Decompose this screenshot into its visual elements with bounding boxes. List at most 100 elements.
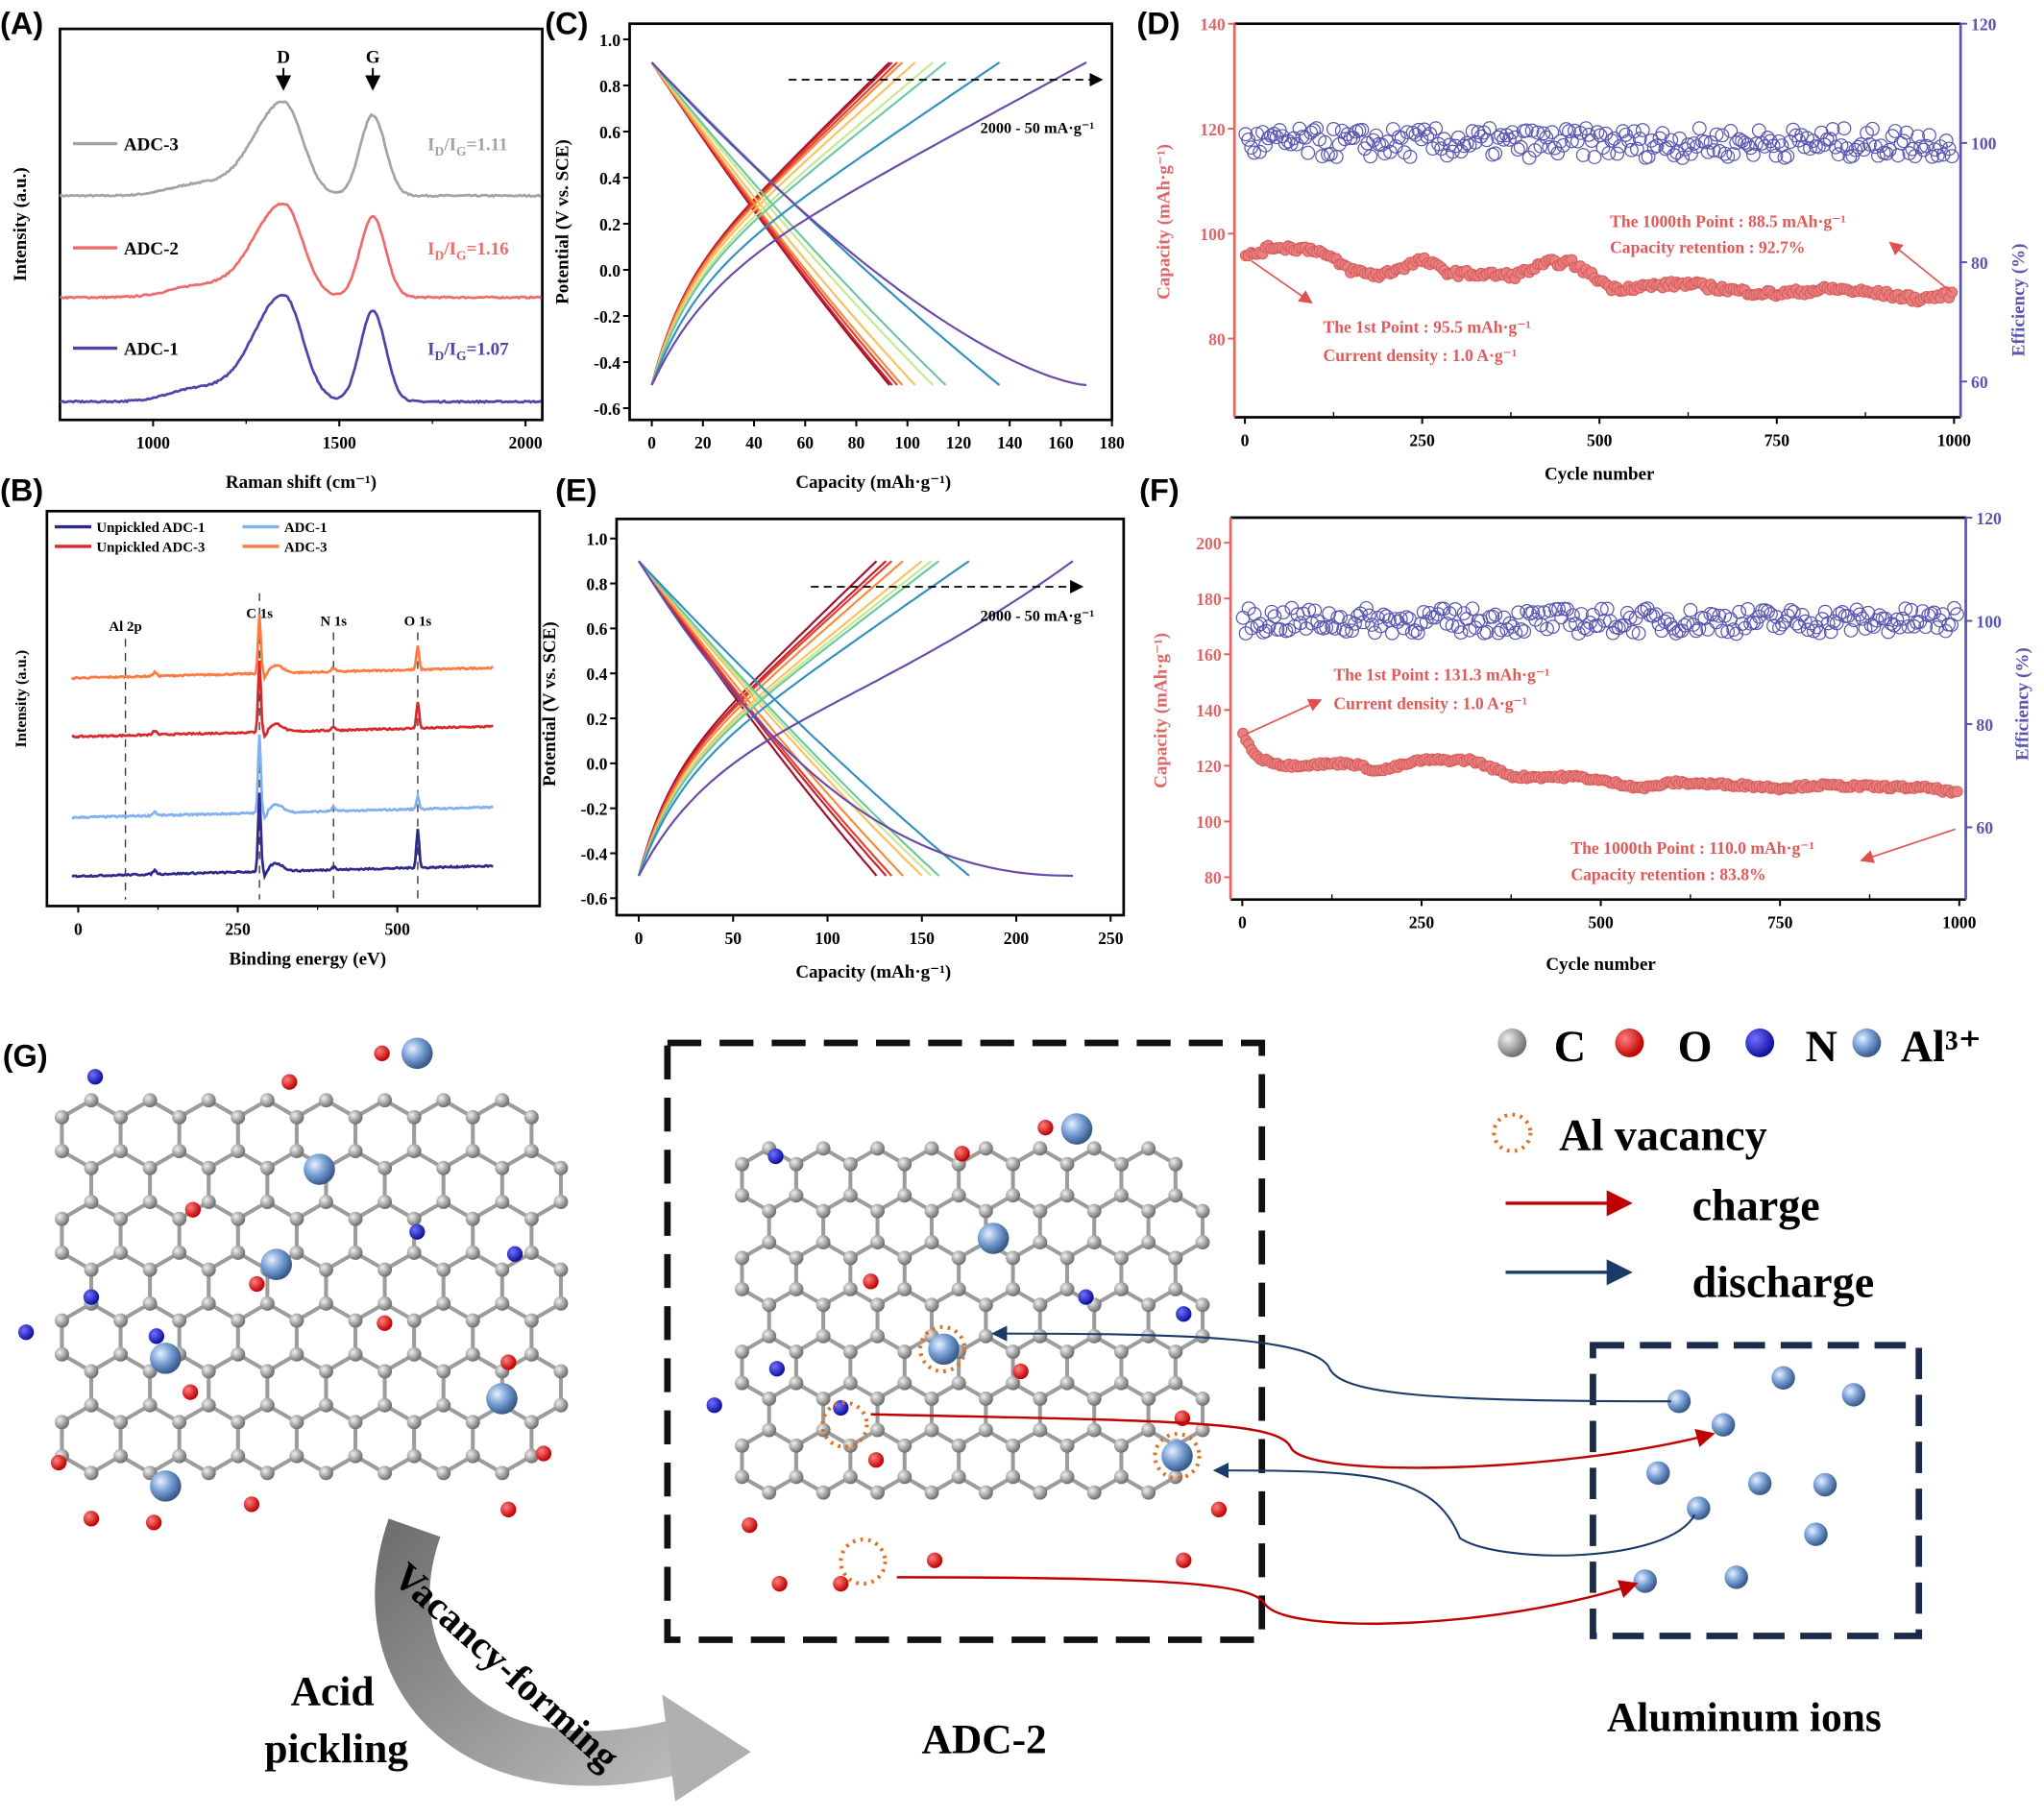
carbon-atom (113, 1346, 129, 1362)
peak-label: C 1s (246, 607, 273, 622)
current-density-annotation: Current density : 1.0 A·g⁻¹ (1333, 694, 1527, 714)
carbon-atom (113, 1211, 129, 1226)
x-tick-label: 200 (1004, 929, 1030, 948)
efficiency-point (1904, 602, 1919, 617)
carbon-atom (789, 1438, 804, 1453)
carbon-atom (1113, 1438, 1129, 1453)
carbon-atom (870, 1422, 886, 1438)
y-tick-label: -0.4 (581, 844, 608, 863)
charge-curve (637, 560, 933, 877)
efficiency-point (1817, 604, 1833, 619)
carbon-atom (553, 1160, 569, 1175)
efficiency-point (1565, 133, 1579, 149)
carbon-atom (924, 1235, 939, 1250)
efficiency-point (1525, 605, 1541, 620)
carbon-atom (348, 1109, 363, 1125)
efficiency-point (1255, 624, 1271, 640)
efficiency-point (1387, 612, 1402, 627)
efficiency-point (1402, 149, 1418, 164)
carbon-atom (523, 1313, 539, 1328)
y-tick-label: 0.2 (586, 710, 607, 729)
efficiency-point (1539, 130, 1554, 145)
carbon-atom (924, 1297, 939, 1313)
aluminum-ion (1687, 1496, 1711, 1520)
efficiency-point (1420, 129, 1435, 144)
legend-atom-label: O (1678, 1022, 1713, 1071)
gcd-panel-e: 0 50 100 150 200 250 -0.6 -0.4 -0.2 0.0 0.2 0.4 0.6 0… (540, 518, 1126, 982)
oxygen-atom (954, 1146, 970, 1162)
carbon-atom (436, 1093, 451, 1108)
efficiency-axis-label: Efficiency (%) (2009, 244, 2030, 357)
efficiency-point (1413, 617, 1428, 631)
efficiency-point (1536, 126, 1551, 141)
carbon-atom (735, 1188, 749, 1203)
carbon-atom (523, 1415, 539, 1430)
legend-label: ADC-2 (124, 239, 179, 259)
efficiency-point (1916, 142, 1932, 157)
x-tick-label: 250 (225, 919, 251, 938)
y-tick-label: 160 (1196, 645, 1222, 665)
x-tick-label: 1000 (1942, 913, 1976, 932)
efficiency-point (1715, 128, 1730, 143)
cycling-panel-d: 0 250 500 750 1000 80 100 120 140 60 80 100 120 Cycle… (1154, 14, 2029, 484)
carbon-atom (377, 1195, 393, 1209)
carbon-atom (789, 1375, 804, 1391)
nitrogen-atom (767, 1148, 784, 1165)
efficiency-point (1706, 143, 1721, 157)
carbon-atom (259, 1465, 275, 1481)
al-vacancy (1153, 1432, 1202, 1481)
efficiency-point (1258, 623, 1274, 639)
carbon-atom (84, 1364, 99, 1379)
carbon-atom (553, 1397, 569, 1413)
legend-atom-label: C (1554, 1022, 1586, 1071)
al-vacancy (820, 1400, 869, 1449)
carbon-atom (495, 1295, 510, 1311)
ratio-part: /I (443, 239, 456, 259)
efficiency-point (1925, 149, 1939, 164)
carbon-atom (348, 1246, 363, 1260)
efficiency-point (1488, 607, 1503, 622)
oxygen-atom (1210, 1501, 1228, 1517)
aluminum-ion (1161, 1440, 1193, 1472)
efficiency-point (1873, 138, 1888, 154)
efficiency-point (1930, 620, 1945, 635)
efficiency-point (1524, 123, 1540, 138)
carbon-atom (319, 1093, 333, 1108)
carbon-atom (924, 1392, 939, 1406)
carbon-atom (1168, 1188, 1183, 1203)
efficiency-point (1594, 601, 1609, 617)
efficiency-point (1528, 612, 1544, 627)
carbon-atom (1006, 1375, 1021, 1391)
x-tick-label: 0 (647, 433, 656, 452)
carbon-atom (113, 1144, 129, 1159)
carbon-atom (735, 1282, 749, 1296)
carbon-atom (1059, 1156, 1075, 1172)
carbon-atom (523, 1346, 539, 1362)
efficiency-point (1385, 122, 1400, 136)
y-tick-label: -0.2 (594, 307, 620, 327)
efficiency-point (1537, 605, 1552, 620)
cycling-panel-f: 0 250 500 750 1000 80 100 120 140 160 180 200 60 80 10… (1152, 509, 2033, 975)
carbon-atom (978, 1392, 993, 1406)
efficiency-point (1301, 145, 1316, 160)
efficiency-point (1557, 601, 1571, 617)
carbon-atom (789, 1250, 804, 1266)
carbon-atom (1113, 1375, 1129, 1391)
efficiency-point (1751, 123, 1766, 138)
efficiency-point (1843, 622, 1859, 638)
carbon-atom (978, 1203, 993, 1219)
efficiency-point (1706, 607, 1721, 622)
y-tick-label: 100 (1196, 812, 1222, 832)
efficiency-point (1829, 616, 1844, 631)
carbon-atom (735, 1344, 749, 1360)
efficiency-point (1918, 619, 1934, 635)
y-tick-label: 0.6 (599, 123, 620, 142)
efficiency-point (1448, 138, 1463, 154)
carbon-atom (1141, 1203, 1156, 1219)
efficiency-point (1812, 625, 1827, 641)
y-tick-label: 120 (1196, 757, 1222, 776)
efficiency-point (1635, 123, 1650, 137)
efficiency-point (1631, 626, 1646, 641)
efficiency-point (1780, 149, 1795, 163)
carbon-atom (1033, 1328, 1048, 1344)
